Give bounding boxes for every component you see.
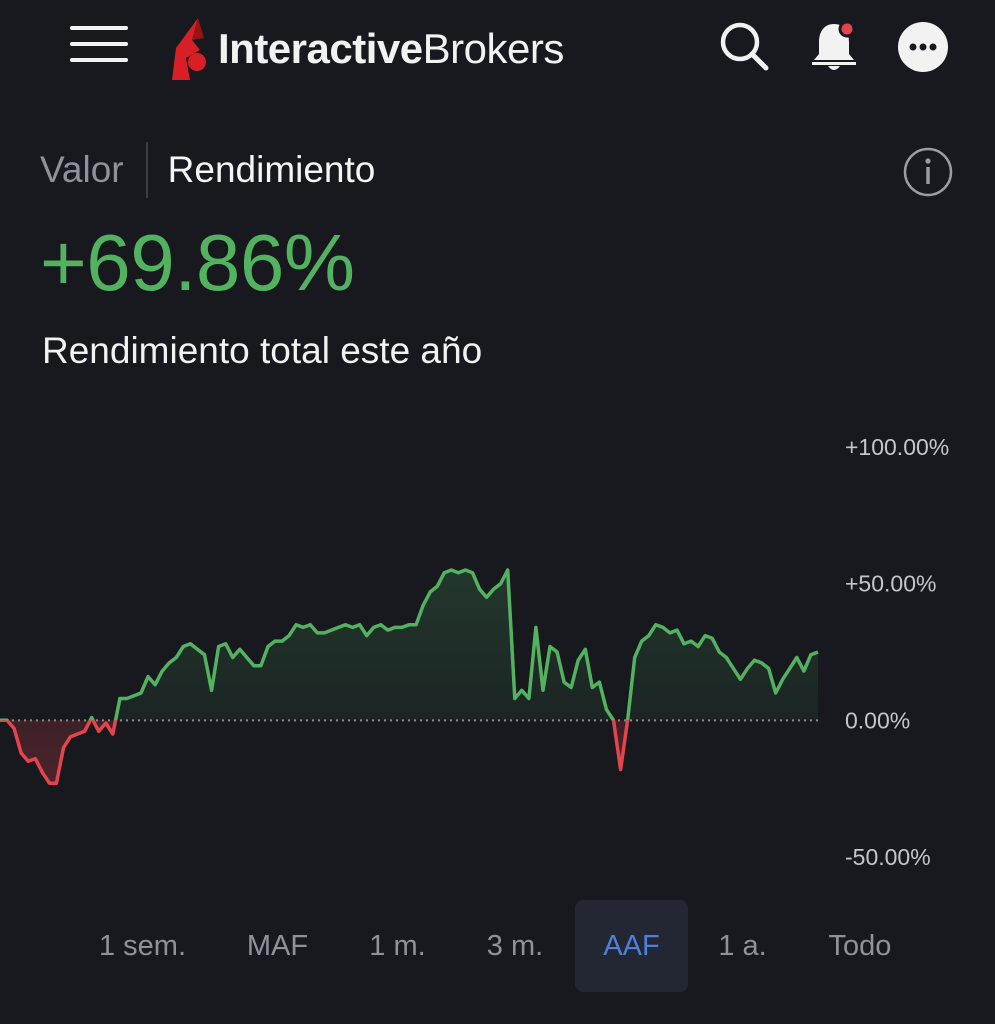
y-tick-label: -50.00% xyxy=(845,844,931,870)
tab-valor[interactable]: Valor xyxy=(40,149,124,190)
range-aaf[interactable]: AAF xyxy=(575,900,688,992)
info-button[interactable] xyxy=(902,146,954,198)
view-tabs: Valor Rendimiento xyxy=(40,140,375,200)
tab-rendimiento[interactable]: Rendimiento xyxy=(167,149,376,190)
app-logo: InteractiveBrokers xyxy=(170,14,564,84)
logo-bold-text: Interactive xyxy=(218,25,423,72)
menu-icon[interactable] xyxy=(70,26,128,62)
search-button[interactable] xyxy=(716,18,772,74)
app-header: InteractiveBrokers xyxy=(0,0,995,100)
positive-area-fill xyxy=(0,570,818,721)
more-icon xyxy=(898,22,948,72)
time-range-selector: 1 sem. MAF 1 m. 3 m. AAF 1 a. Todo xyxy=(0,900,995,992)
performance-line-positive xyxy=(0,568,819,721)
bell-icon xyxy=(812,20,856,70)
logo-flame-icon xyxy=(172,18,206,80)
range-todo[interactable]: Todo xyxy=(828,930,892,962)
negative-area-fill xyxy=(7,720,628,784)
y-tick-label: +100.00% xyxy=(845,434,949,460)
y-tick-label: 0.00% xyxy=(845,707,910,733)
tab-divider xyxy=(145,142,148,198)
more-button[interactable] xyxy=(896,20,950,74)
notifications-button[interactable] xyxy=(806,18,862,74)
total-return-value: +69.86% xyxy=(40,218,355,307)
range-1-sem[interactable]: 1 sem. xyxy=(98,930,187,962)
logo-light-text: Brokers xyxy=(422,25,565,72)
y-tick-label: +50.00% xyxy=(845,571,936,597)
range-1-a[interactable]: 1 a. xyxy=(718,930,767,962)
performance-chart: +100.00% +50.00% 0.00% -50.00% xyxy=(0,420,995,890)
range-3-m[interactable]: 3 m. xyxy=(486,930,544,962)
performance-chart-svg: +100.00% +50.00% 0.00% -50.00% xyxy=(0,434,949,870)
range-maf[interactable]: MAF xyxy=(246,930,309,962)
total-return-label: Rendimiento total este año xyxy=(42,330,483,371)
search-icon xyxy=(720,22,769,71)
logo-wordmark: InteractiveBrokers xyxy=(218,28,564,70)
info-icon xyxy=(903,147,953,197)
range-1-m[interactable]: 1 m. xyxy=(369,930,426,962)
